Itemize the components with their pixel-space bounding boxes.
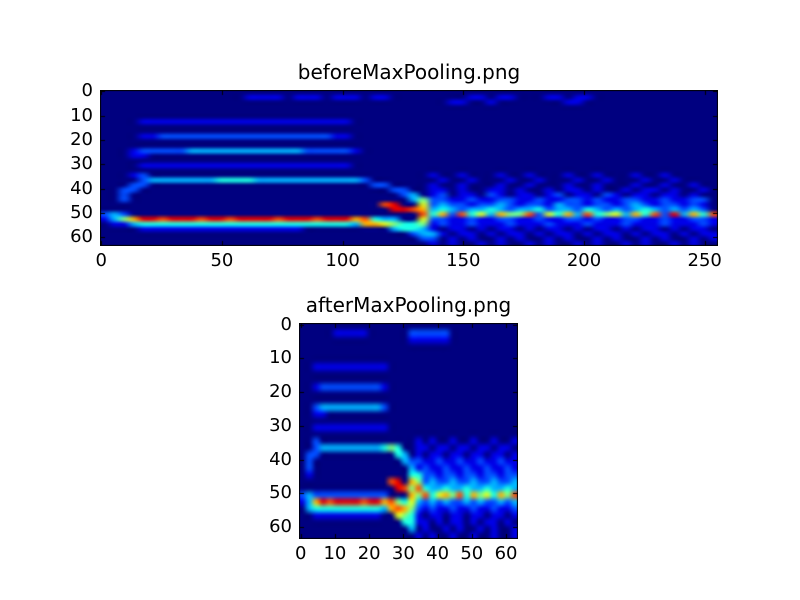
y-tick-label: 30 (269, 414, 292, 436)
x-tick-label: 10 (323, 543, 347, 564)
y-tick-label: 60 (70, 226, 93, 248)
y-tick-label: 0 (280, 313, 292, 335)
x-tick-label: 50 (210, 250, 234, 271)
y-tick-label: 20 (269, 381, 292, 403)
y-tick-label: 10 (269, 347, 292, 369)
y-tick-label: 50 (70, 202, 93, 224)
before-heatmap-image (100, 90, 718, 246)
after-plot-title: afterMaxPooling.png (305, 293, 512, 317)
y-tick-label: 10 (70, 104, 93, 126)
y-tick-label: 60 (269, 516, 292, 538)
x-tick-label: 0 (294, 543, 307, 564)
x-tick-label: 200 (566, 250, 602, 271)
x-tick-label: 100 (325, 250, 360, 271)
after-maxpooling-plot: afterMaxPooling.png 0 10 20 30 40 50 60 0 10 20 30… (269, 293, 518, 564)
y-tick-label: 0 (81, 80, 93, 102)
x-tick-label: 30 (391, 543, 415, 564)
y-tick-label: 20 (70, 128, 93, 150)
before-maxpooling-plot: beforeMaxPooling.png 0 50 100 150 200 250 0 10 2… (70, 60, 722, 271)
x-tick-label: 250 (687, 250, 722, 271)
x-tick-label: 20 (357, 543, 381, 564)
y-tick-label: 40 (70, 177, 93, 199)
x-tick-label: 50 (460, 543, 484, 564)
y-tick-label: 50 (269, 482, 292, 504)
y-tick-label: 30 (70, 153, 93, 175)
after-heatmap-image (299, 323, 518, 539)
x-tick-label: 40 (426, 543, 450, 564)
x-tick-label: 150 (446, 250, 481, 271)
x-tick-label: 60 (494, 543, 518, 564)
x-tick-label: 0 (95, 250, 107, 271)
y-tick-label: 40 (269, 448, 292, 470)
before-plot-title: beforeMaxPooling.png (297, 60, 521, 84)
